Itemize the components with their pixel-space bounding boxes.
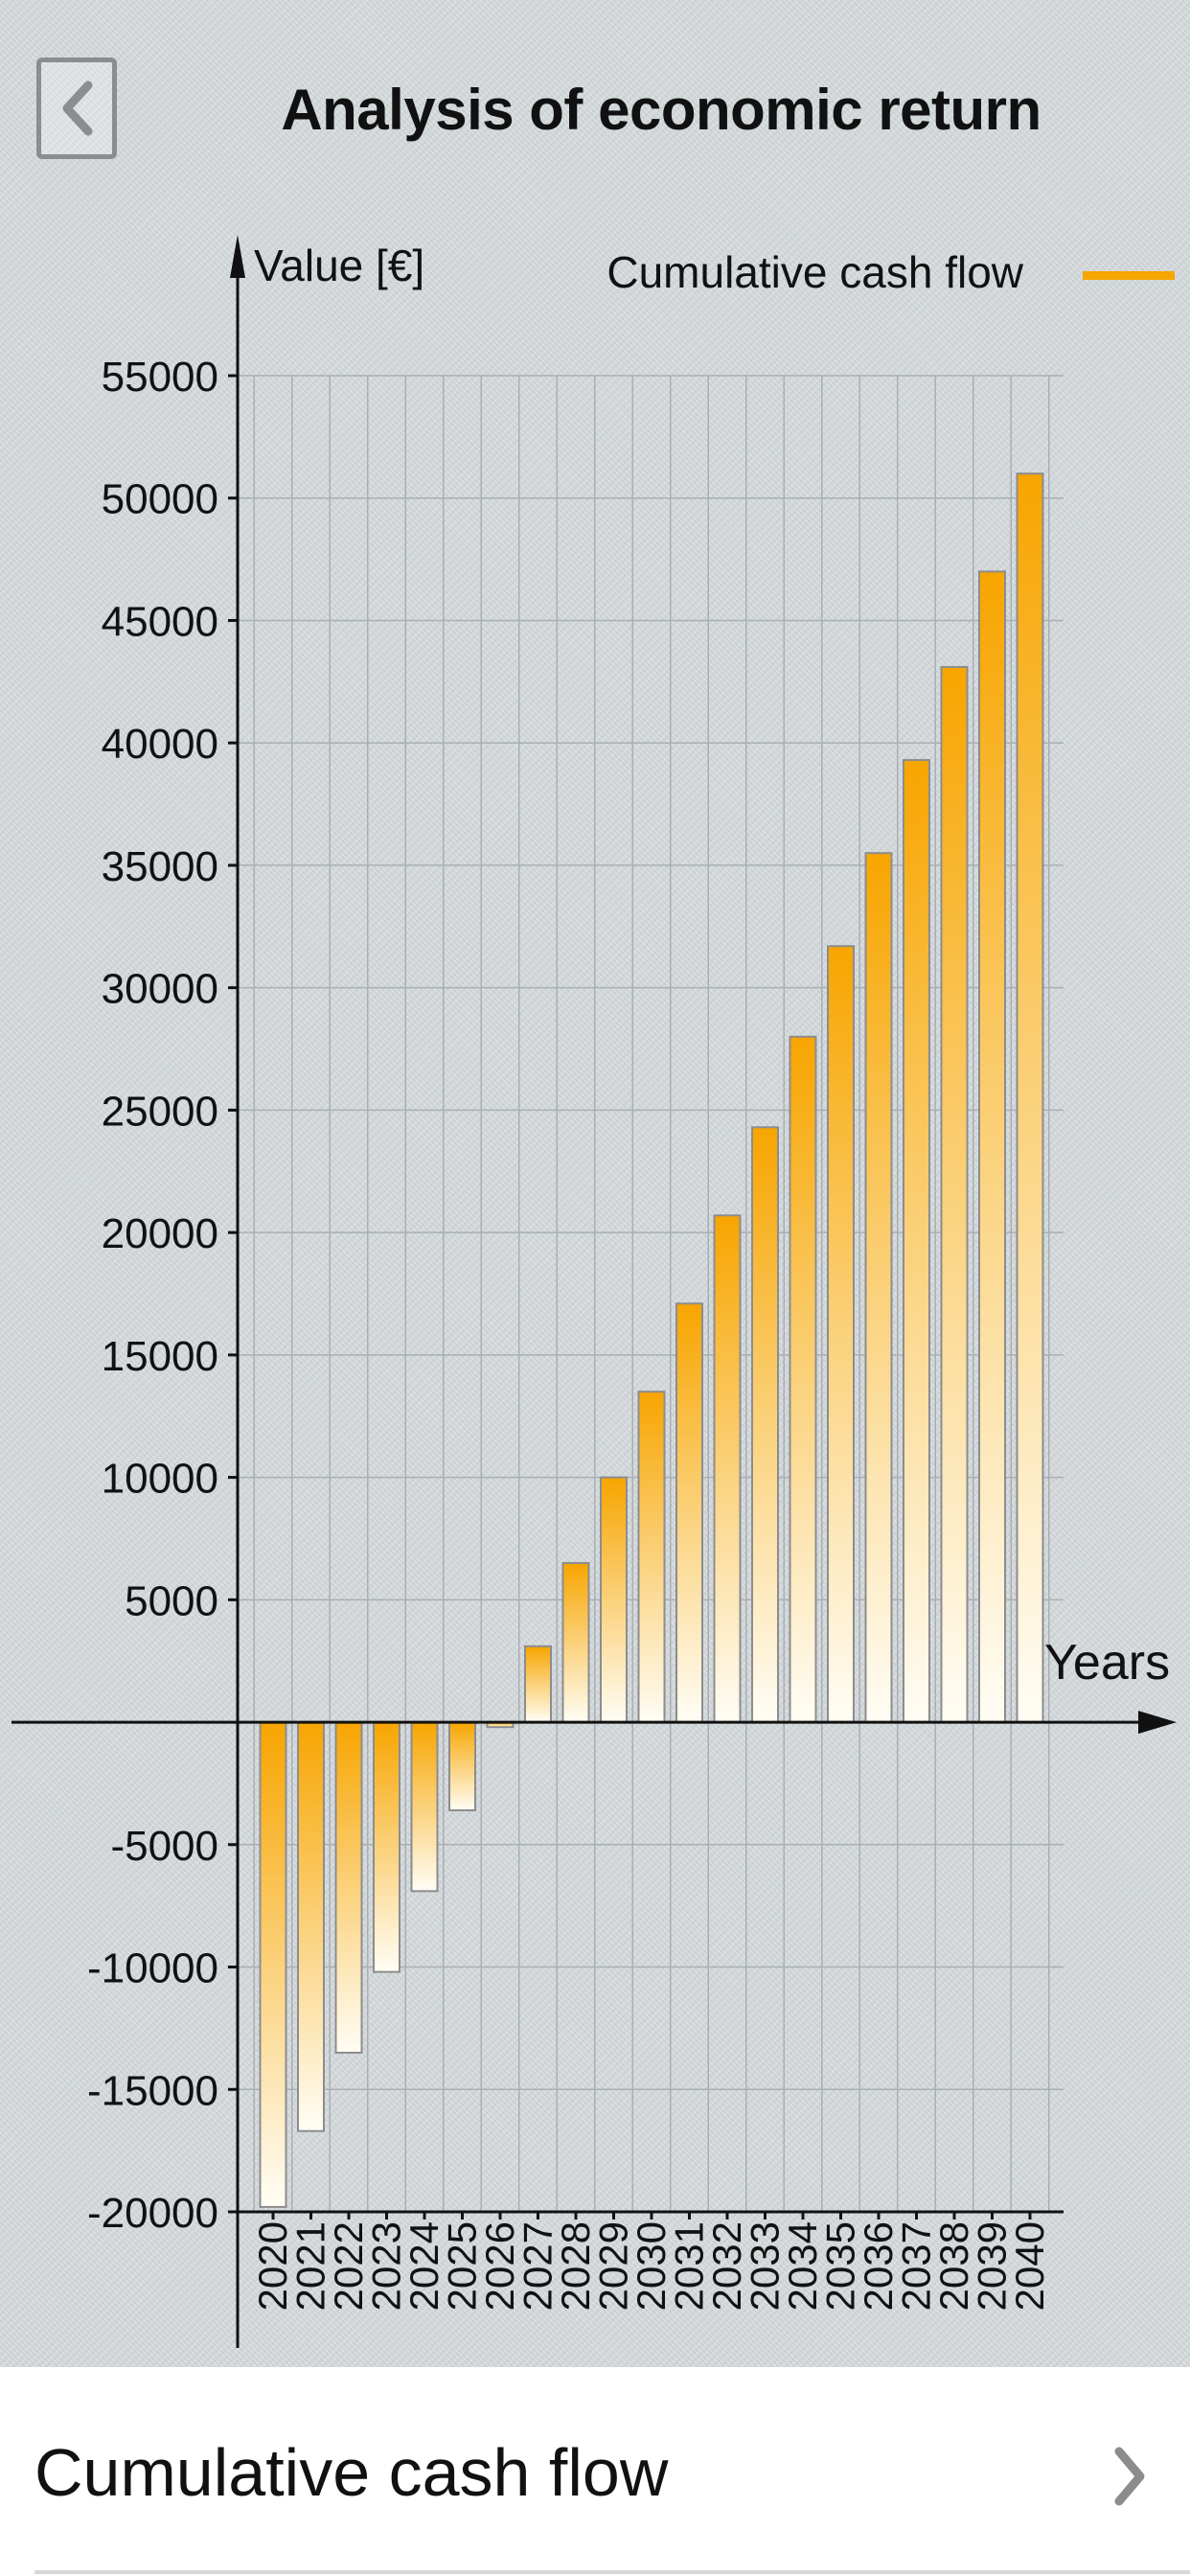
bar-2038 (940, 666, 969, 1724)
bar-2027 (524, 1644, 552, 1724)
x-tick-label: 2024 (401, 2221, 446, 2311)
x-tick-label: 2036 (856, 2221, 901, 2311)
x-tick-label: 2028 (553, 2221, 598, 2311)
x-tick-label: 2035 (818, 2221, 863, 2311)
x-axis-label: Years (1044, 1635, 1170, 1690)
x-tick-label: 2022 (326, 2221, 371, 2311)
y-tick-label: 25000 (102, 1088, 218, 1135)
y-tick-label: 5000 (125, 1577, 218, 1624)
y-tick-label: 30000 (102, 966, 218, 1013)
bar-2034 (789, 1035, 817, 1724)
y-tick-label: -10000 (87, 1945, 218, 1992)
y-tick-labels: 55000 50000 45000 40000 35000 30000 25000 20000… (87, 354, 218, 2237)
y-tick-label: 50000 (102, 476, 218, 523)
axes (11, 235, 1177, 2348)
y-tick-label: 55000 (102, 354, 218, 401)
y-tick-label: -5000 (110, 1823, 218, 1870)
chart: 55000 50000 45000 40000 35000 30000 25000 20000… (11, 235, 1177, 2348)
y-axis-arrow (230, 235, 245, 278)
page-title: Analysis of economic return (281, 78, 1041, 142)
x-tick-label: 2025 (440, 2221, 485, 2311)
bar-2023 (373, 1721, 400, 1973)
x-tick-label: 2029 (591, 2221, 636, 2311)
back-button[interactable] (36, 58, 117, 159)
bar-2033 (751, 1126, 779, 1724)
x-tick-label: 2020 (250, 2221, 295, 2311)
bar-2022 (334, 1721, 363, 2054)
x-tick-label: 2037 (894, 2221, 939, 2311)
bar-2021 (297, 1721, 325, 2132)
legend-entry-label: Cumulative cash flow (606, 247, 1023, 297)
x-tick-label: 2038 (931, 2221, 976, 2311)
bar-2040 (1016, 472, 1044, 1724)
x-tick-label: 2023 (364, 2221, 409, 2311)
y-tick-label: -20000 (87, 2190, 218, 2237)
y-tick-label: 15000 (102, 1333, 218, 1380)
bar-2037 (903, 759, 930, 1724)
y-tick-label: 20000 (102, 1210, 218, 1257)
bar-2035 (827, 945, 855, 1724)
bar-2036 (864, 852, 893, 1724)
x-axis-arrow (1138, 1711, 1177, 1735)
divider (34, 2570, 1190, 2574)
x-tick-label: 2039 (970, 2221, 1015, 2311)
legend-swatch (1083, 271, 1175, 280)
y-tick-label: 40000 (102, 721, 218, 768)
y-tick-label: 10000 (102, 1456, 218, 1503)
chevron-left-icon (62, 80, 93, 136)
x-tick-label: 2032 (704, 2221, 749, 2311)
y-axis-label: Value [€] (254, 241, 424, 290)
x-tick-label: 2034 (780, 2221, 825, 2311)
bar-2032 (713, 1214, 742, 1724)
row-label: Cumulative cash flow (34, 2435, 669, 2510)
x-tick-label: 2033 (743, 2221, 788, 2311)
bar-2039 (978, 570, 1006, 1724)
bar-2031 (675, 1302, 703, 1724)
bars (259, 472, 1044, 2208)
y-tick-label: -15000 (87, 2067, 218, 2114)
x-tick-label: 2021 (288, 2221, 333, 2311)
bar-2028 (561, 1562, 590, 1724)
bar-2025 (448, 1721, 476, 1812)
bar-2020 (259, 1721, 287, 2208)
footer-panel: Cumulative cash flow (0, 2367, 1190, 2576)
y-tick-label: 45000 (102, 598, 218, 645)
x-tick-label: 2030 (629, 2221, 674, 2311)
bar-2030 (637, 1391, 666, 1724)
x-tick-labels: 2020202120222023202420252026202720282029… (250, 2221, 1052, 2311)
x-tick-label: 2031 (667, 2221, 712, 2311)
y-tick-label: 35000 (102, 843, 218, 890)
x-tick-label: 2026 (477, 2221, 522, 2311)
cumulative-cash-flow-row[interactable]: Cumulative cash flow (0, 2367, 1190, 2568)
x-tick-label: 2027 (515, 2221, 561, 2311)
bar-2024 (410, 1721, 439, 1893)
bar-2029 (600, 1476, 628, 1724)
x-tick-label: 2040 (1007, 2221, 1052, 2311)
chevron-right-icon (1114, 2447, 1145, 2506)
